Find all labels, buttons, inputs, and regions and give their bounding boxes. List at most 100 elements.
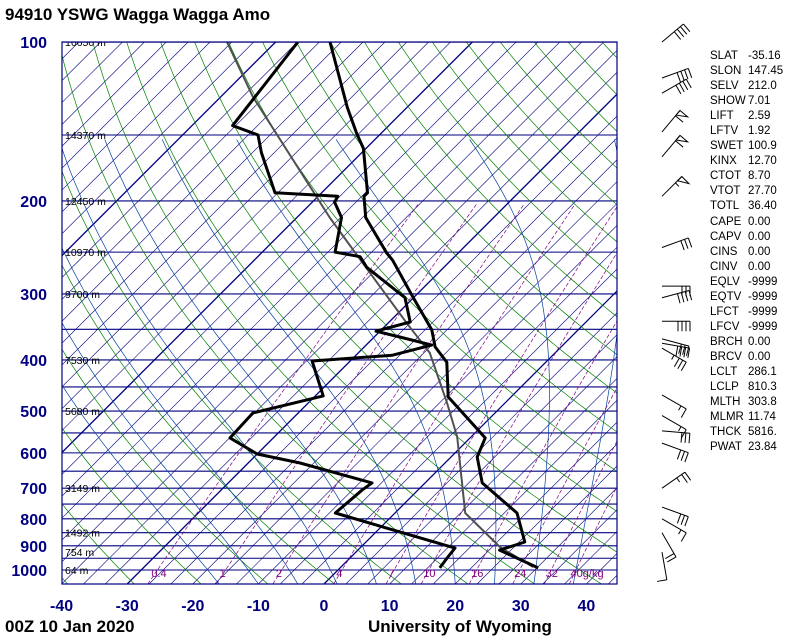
dry-adiabat-line bbox=[364, 42, 617, 318]
isotherm-line bbox=[280, 246, 617, 584]
index-key: EQLV bbox=[710, 275, 740, 288]
wind-barb-feather bbox=[682, 80, 689, 91]
index-row-mlth: MLTH 303.8 bbox=[710, 395, 783, 410]
temperature-tick-label: -30 bbox=[116, 598, 139, 615]
mixing-ratio-line bbox=[216, 204, 477, 584]
wind-barb bbox=[661, 394, 687, 418]
isotherm-line bbox=[389, 356, 617, 584]
index-key: CINS bbox=[710, 245, 738, 258]
wind-barb-shaft bbox=[661, 78, 687, 94]
index-value: -35.16 bbox=[748, 50, 781, 62]
mixing-ratio-line bbox=[420, 252, 617, 584]
height-label: 9700 m bbox=[65, 289, 100, 301]
wind-barb-shaft bbox=[661, 415, 687, 431]
wind-barb bbox=[661, 175, 691, 197]
index-row-mlmr: MLMR 11.74 bbox=[710, 410, 783, 425]
wind-barb-shaft bbox=[661, 23, 684, 43]
dry-adiabat-line bbox=[62, 348, 269, 584]
station-title: 94910 YSWG Wagga Wagga Amo bbox=[5, 5, 271, 24]
wind-barb-feather bbox=[679, 346, 683, 357]
index-value: 7.01 bbox=[748, 95, 771, 108]
pressure-tick-label: 800 bbox=[20, 512, 47, 529]
dry-adiabat-line bbox=[62, 53, 469, 584]
parcel-path-line bbox=[226, 42, 534, 568]
index-key: LFCT bbox=[710, 305, 739, 318]
wind-barb bbox=[661, 532, 677, 563]
index-key: CINV bbox=[710, 260, 738, 273]
index-row-lclt: LCLT 286.1 bbox=[710, 365, 783, 380]
index-value: 100.9 bbox=[748, 140, 777, 153]
wind-barb-feather bbox=[680, 429, 687, 439]
index-row-cinv: CINV 0.00 bbox=[710, 260, 783, 275]
index-key: LCLT bbox=[710, 365, 738, 378]
wind-barb bbox=[661, 518, 687, 542]
temperature-tick-label: 20 bbox=[446, 598, 464, 615]
mixing-ratio-label: 10 bbox=[423, 568, 435, 580]
index-value: 5816. bbox=[748, 426, 777, 439]
height-label: 754 m bbox=[65, 547, 94, 559]
isotherm-line bbox=[62, 42, 123, 103]
wind-barb-feather bbox=[673, 31, 682, 40]
isotherm-line bbox=[192, 159, 617, 584]
index-value: -9999 bbox=[748, 320, 778, 333]
wind-barb-feather bbox=[684, 69, 689, 80]
dry-adiabat-line bbox=[398, 42, 617, 280]
mixing-ratio-line bbox=[543, 440, 617, 584]
index-row-eqtv: EQTV -9999 bbox=[710, 290, 783, 305]
wind-barb-pennant bbox=[675, 134, 690, 143]
isotherm-line bbox=[62, 42, 604, 584]
index-row-brcv: BRCV 0.00 bbox=[710, 350, 783, 365]
moist-adiabat-line bbox=[335, 139, 497, 584]
index-key: CAPV bbox=[710, 230, 742, 243]
isotherm-line bbox=[62, 42, 495, 475]
isotherm-line bbox=[62, 42, 429, 410]
index-value: 0.00 bbox=[748, 245, 771, 258]
isotherm-line bbox=[454, 421, 617, 584]
credit-label: University of Wyoming bbox=[368, 617, 552, 636]
dry-adiabat-line bbox=[62, 577, 68, 584]
wind-barb bbox=[661, 109, 690, 133]
index-value: -9999 bbox=[748, 290, 778, 303]
dry-adiabat-line bbox=[296, 42, 617, 394]
index-row-selv: SELV 212.0 bbox=[710, 79, 783, 94]
wind-barb-feather bbox=[680, 515, 686, 525]
height-label: 14370 m bbox=[65, 130, 106, 142]
wind-barb bbox=[661, 347, 687, 372]
wind-barb-shaft bbox=[661, 506, 689, 518]
index-key: CAPE bbox=[710, 215, 742, 228]
wind-barb-feather bbox=[688, 290, 693, 301]
index-key: SLAT bbox=[710, 50, 738, 62]
wind-barb-half-feather bbox=[678, 426, 682, 432]
wind-barb-shaft bbox=[661, 338, 690, 347]
height-label: 3149 m bbox=[65, 483, 100, 495]
isotherm-line bbox=[367, 334, 617, 584]
isotherm-line bbox=[62, 42, 364, 344]
index-row-swet: SWET 100.9 bbox=[710, 139, 783, 154]
height-label: 10970 m bbox=[65, 247, 106, 259]
isotherm-line bbox=[62, 42, 277, 257]
index-row-show: SHOW 7.01 bbox=[710, 94, 783, 109]
wind-barb-feather bbox=[684, 516, 689, 527]
isotherm-line bbox=[62, 42, 582, 563]
index-row-eqlv: EQLV -9999 bbox=[710, 275, 783, 290]
index-value: 303.8 bbox=[748, 396, 777, 409]
index-value: 27.70 bbox=[748, 185, 777, 198]
index-key: LIFT bbox=[710, 110, 734, 123]
wind-barb-feather bbox=[678, 343, 682, 354]
isotherm-line bbox=[62, 42, 189, 169]
wind-barb-feather bbox=[680, 240, 685, 251]
temperature-tick-label: -10 bbox=[247, 598, 270, 615]
index-value: 12.70 bbox=[748, 155, 777, 168]
wind-barb-feather bbox=[684, 432, 687, 443]
isotherm-line bbox=[62, 42, 101, 82]
index-key: VTOT bbox=[710, 185, 741, 198]
isotherm-line bbox=[62, 42, 80, 60]
index-key: BRCV bbox=[710, 350, 742, 363]
isotherm-line bbox=[62, 42, 517, 497]
wind-barb-feather bbox=[676, 72, 681, 83]
index-key: SHOW bbox=[710, 95, 746, 108]
wind-barb-feather bbox=[676, 28, 685, 38]
wind-barb bbox=[662, 320, 691, 332]
sounding-time: 00Z 10 Jan 2020 bbox=[5, 617, 135, 636]
isotherm-line bbox=[236, 203, 617, 584]
